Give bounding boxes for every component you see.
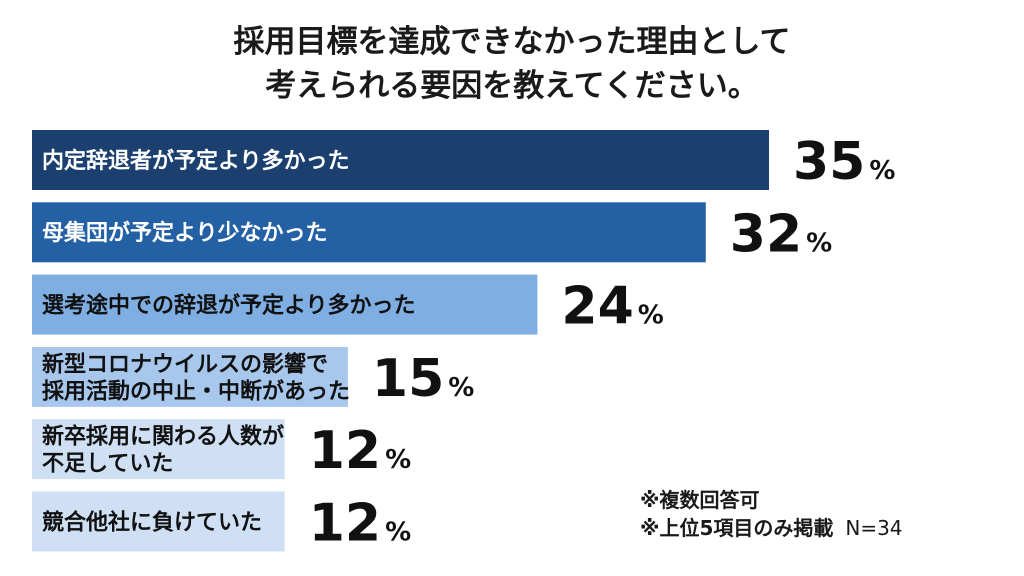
chart-title-line-1: 採用目標を達成できなかった理由として — [233, 24, 791, 60]
category-label-3: 選考途中での辞退が予定より多かった — [42, 293, 416, 319]
category-label-5: 新卒採用に関わる人数が不足していた — [42, 424, 284, 477]
chart-title: 採用目標を達成できなかった理由として 考えられる要因を教えてください。 — [0, 20, 1024, 108]
chart-title-line-2: 考えられる要因を教えてください。 — [265, 68, 759, 104]
bar-6 — [32, 491, 285, 552]
category-label-6: 競合他社に負けていた — [42, 509, 262, 535]
category-label-4: 新型コロナウイルスの影響で採用活動の中止・中断があった — [42, 351, 350, 404]
bar-3 — [32, 274, 538, 335]
value-label-4: 15% — [372, 349, 474, 409]
bar-2 — [32, 202, 706, 263]
bar-1 — [32, 130, 769, 190]
value-label-1: 35% — [793, 132, 895, 192]
note-top-items: ※上位5項目のみ掲載 — [640, 516, 834, 540]
bar-4 — [32, 346, 348, 407]
value-label-5: 12% — [309, 421, 411, 481]
value-label-3: 24% — [561, 277, 663, 337]
note-multiple-answers: ※複数回答可 — [640, 488, 760, 512]
sample-size: N=34 — [845, 516, 903, 540]
bar-5 — [32, 419, 285, 480]
chart-notes: ※複数回答可 ※上位5項目のみ掲載 N=34 — [640, 486, 903, 542]
value-label-2: 32% — [730, 204, 832, 264]
value-label-6: 12% — [309, 494, 411, 554]
category-label-2: 母集団が予定より少なかった — [42, 220, 328, 246]
category-label-1: 内定辞退者が予定より多かった — [42, 148, 350, 174]
